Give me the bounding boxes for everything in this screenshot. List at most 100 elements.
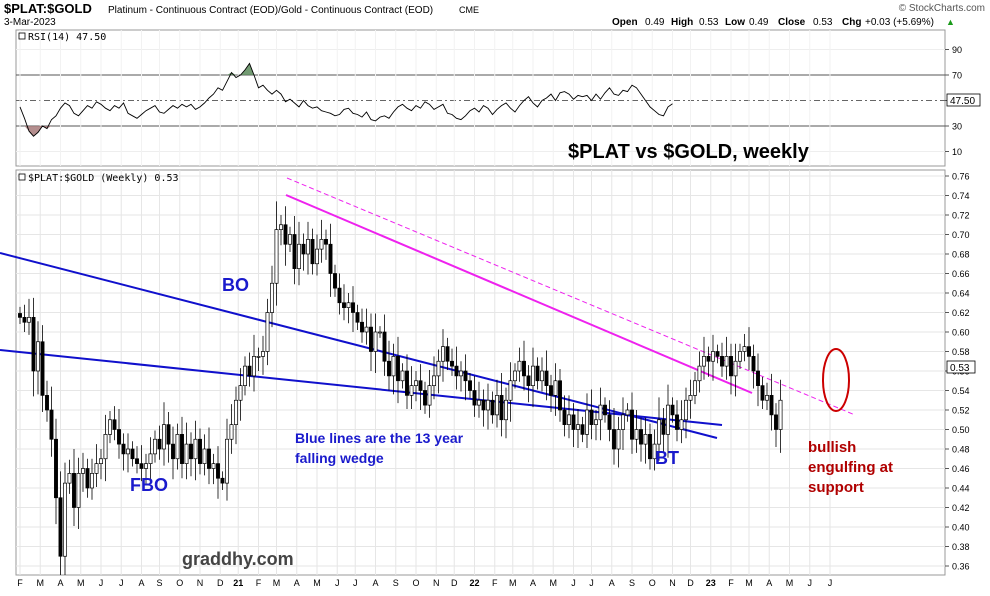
candle — [756, 353, 760, 407]
candle-body-down — [130, 448, 135, 460]
candle — [598, 387, 603, 441]
chg-label: Chg — [842, 17, 861, 28]
candle — [220, 471, 225, 490]
candle — [211, 453, 216, 485]
candle — [463, 354, 468, 401]
candle — [702, 336, 706, 380]
rsi-oversold-fill — [42, 126, 52, 129]
candle-body-up — [90, 473, 94, 489]
candle-body-down — [310, 239, 315, 265]
candle-body-up — [76, 473, 81, 508]
candle — [526, 365, 531, 403]
candle-body-down — [387, 360, 391, 377]
candle — [157, 425, 162, 460]
candle — [117, 409, 121, 459]
candle — [243, 356, 247, 396]
candle-body-up — [184, 443, 189, 464]
candle-body-up — [697, 365, 702, 382]
x-axis-label: M — [550, 578, 558, 588]
candle — [297, 221, 301, 286]
candle — [112, 406, 117, 441]
x-axis-label: M — [313, 578, 321, 588]
candle-body-up — [270, 282, 274, 313]
stockcharts-brand: © StockCharts.com — [899, 3, 985, 14]
candle-body-up — [540, 370, 544, 382]
candle — [490, 391, 495, 424]
candle-body-up — [517, 360, 522, 372]
candle — [666, 384, 670, 458]
x-axis-label: A — [138, 578, 144, 588]
candle — [387, 340, 391, 391]
candle-body-up — [265, 312, 270, 352]
x-axis-label: A — [530, 578, 536, 588]
candle — [441, 329, 445, 382]
candle — [706, 346, 711, 377]
candle-body-up — [252, 356, 256, 377]
candle-body-up — [531, 365, 535, 386]
candle-body-up — [594, 419, 598, 425]
candle — [252, 334, 256, 392]
candle-body-up — [162, 424, 166, 450]
candle-body-up — [427, 385, 432, 406]
candle — [621, 397, 625, 450]
x-axis-label: N — [669, 578, 676, 588]
candle — [670, 397, 675, 423]
candle — [634, 410, 639, 453]
candle-body-up — [441, 346, 445, 362]
candle — [130, 441, 135, 467]
candle-body-down — [562, 409, 567, 425]
candle-body-up — [103, 434, 108, 460]
x-axis-label: S — [156, 578, 162, 588]
candle-body-up — [108, 419, 112, 435]
candle-body-up — [702, 356, 706, 367]
candle-body-up — [81, 468, 85, 474]
candle-body-down — [751, 356, 756, 372]
exchange-label: CME — [459, 5, 479, 15]
candle — [216, 446, 220, 499]
candle — [171, 426, 175, 480]
candle-body-down — [648, 434, 652, 460]
candle — [135, 446, 139, 474]
candle-body-down — [247, 365, 252, 377]
candle-body-up — [684, 399, 688, 421]
candle-body-up — [315, 248, 319, 265]
candle-body-down — [760, 385, 765, 401]
candle — [481, 389, 486, 427]
channel-solid-line — [285, 194, 753, 394]
candle-body-down — [603, 404, 607, 416]
engulfing-highlight-ellipse — [822, 348, 850, 412]
candle — [45, 380, 49, 422]
rsi-tick-label: 10 — [952, 147, 962, 157]
candle — [103, 414, 108, 482]
candle-body-down — [571, 414, 576, 430]
x-axis-label: A — [766, 578, 772, 588]
x-axis-label: O — [412, 578, 419, 588]
candle — [589, 389, 594, 440]
price-tick-label: 0.76 — [952, 172, 970, 182]
candle — [603, 397, 607, 423]
candle — [153, 430, 157, 463]
candle-body-up — [63, 482, 67, 557]
candle — [342, 284, 346, 321]
candle — [522, 340, 526, 391]
low-value: 0.49 — [749, 17, 769, 28]
candle-body-up — [666, 404, 670, 435]
x-axis-label: J — [589, 578, 594, 588]
open-value: 0.49 — [645, 17, 665, 28]
candle — [769, 373, 774, 431]
price-panel: 0.36 0.38 0.40 0.42 0.44 0.46 0.48 0.50 0.52 0.54… — [0, 169, 976, 588]
candle-body-down — [369, 326, 373, 352]
candle — [594, 410, 598, 441]
candle — [207, 427, 211, 485]
candle-body-down — [463, 370, 468, 382]
candle — [81, 452, 85, 492]
candle — [531, 347, 535, 408]
candle-body-up — [36, 341, 40, 372]
candle — [612, 408, 616, 465]
candle-body-down — [549, 385, 553, 396]
candle-body-up — [306, 239, 310, 255]
candle — [274, 201, 279, 306]
rsi-legend-swatch — [18, 32, 26, 40]
candle-body-down — [423, 390, 427, 406]
price-tick-label: 0.48 — [952, 445, 970, 455]
